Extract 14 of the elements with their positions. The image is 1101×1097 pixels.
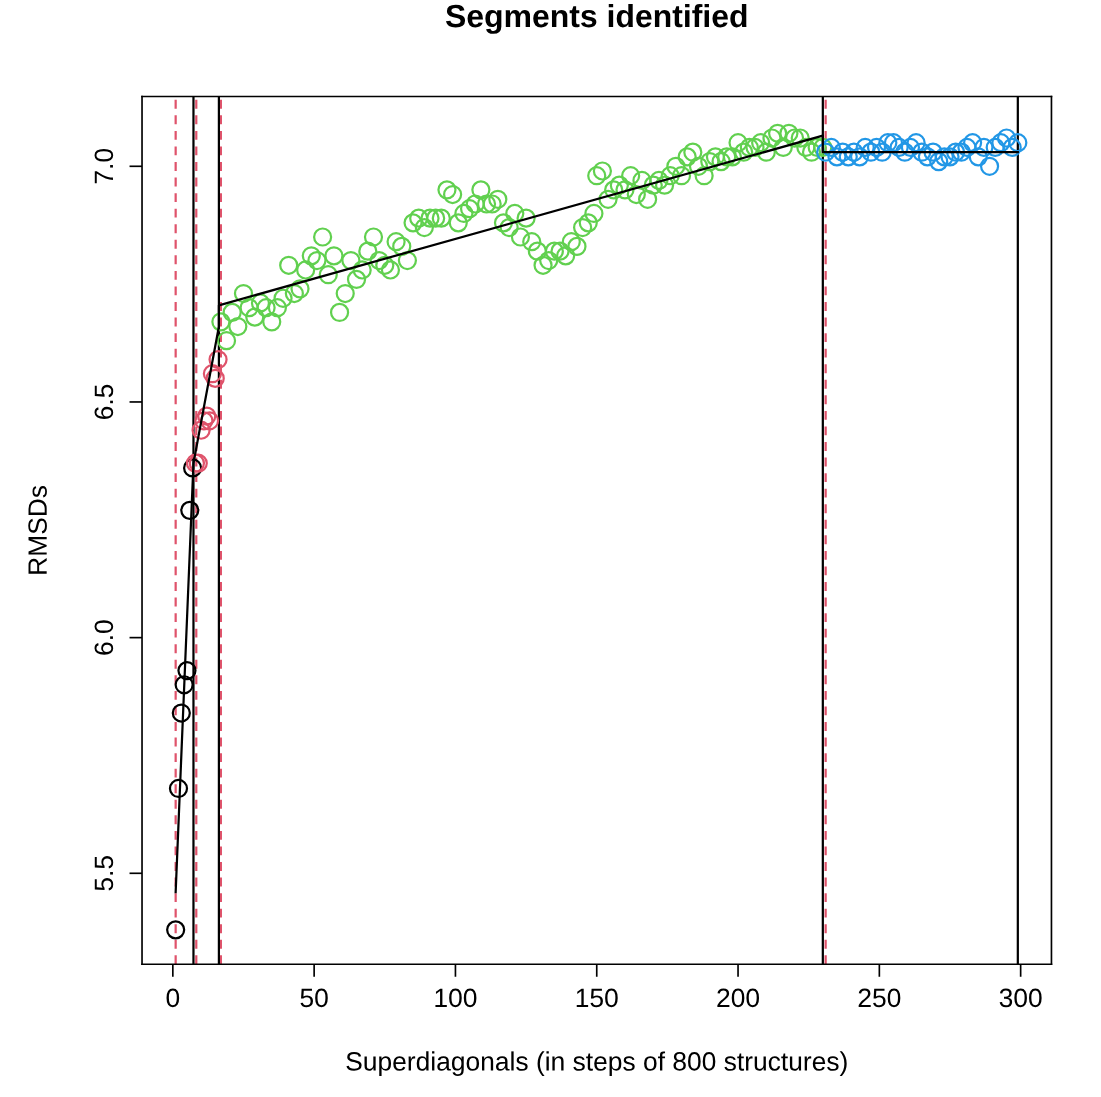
y-tick-label: 6.5 — [94, 384, 114, 419]
y-tick-label: 7.0 — [94, 148, 114, 184]
x-axis-title: Superdiagonals (in steps of 800 structures) — [346, 1051, 847, 1076]
chart-title: Segments identified — [445, 3, 747, 34]
y-axis-title: RMSDs — [28, 485, 47, 574]
y-tick-label: 6.0 — [94, 620, 114, 655]
x-tick-label: 200 — [717, 988, 760, 1008]
x-tick-label: 100 — [435, 988, 477, 1008]
y-tick-label: 5.5 — [94, 856, 114, 891]
x-tick-label: 50 — [300, 988, 328, 1008]
x-tick-label: 250 — [858, 988, 901, 1008]
x-tick-label: 150 — [576, 988, 618, 1008]
x-tick-label: 300 — [999, 988, 1042, 1008]
x-tick-label: 0 — [166, 988, 180, 1008]
